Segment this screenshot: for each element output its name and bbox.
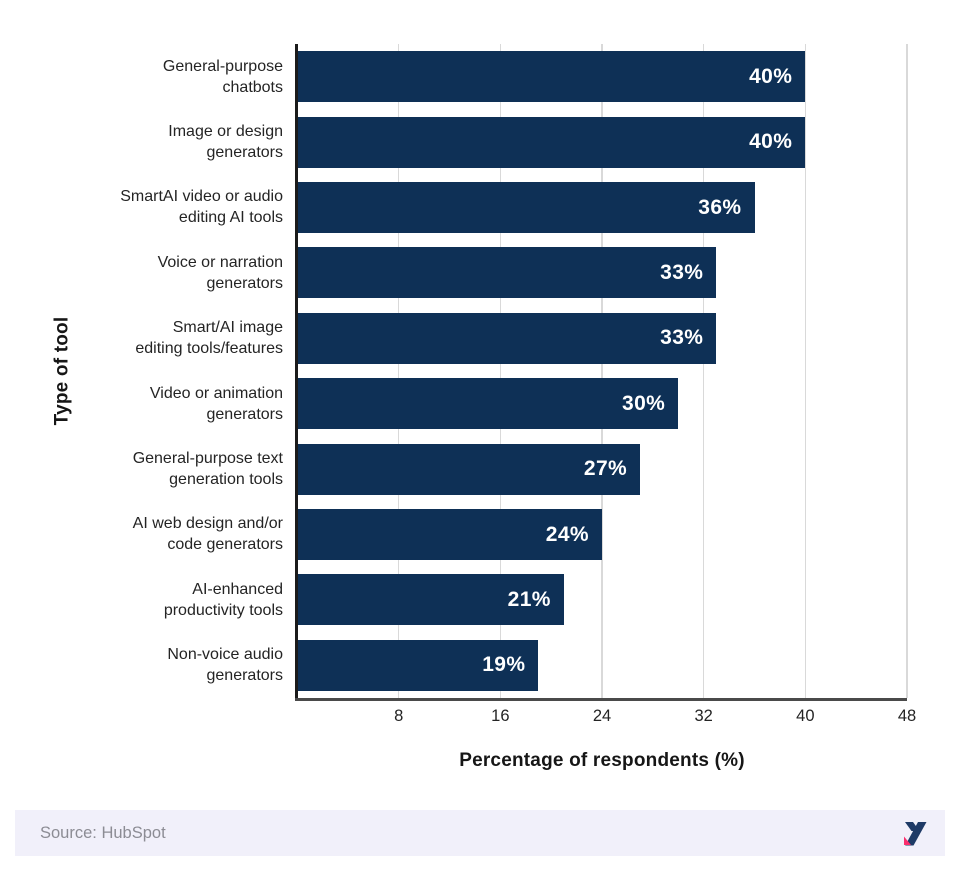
y-axis-line bbox=[295, 44, 298, 700]
x-tick-label-32: 32 bbox=[694, 707, 713, 725]
gridline-32 bbox=[702, 44, 705, 698]
bar-value-label: 40% bbox=[749, 64, 793, 88]
category-label: Image or design generators bbox=[168, 123, 283, 162]
category-label: General-purpose text generation tools bbox=[132, 450, 283, 489]
gridline-40 bbox=[804, 44, 807, 698]
category-label: AI-enhanced productivity tools bbox=[163, 580, 283, 619]
bar: 21% bbox=[297, 574, 564, 626]
bar-value-label: 36% bbox=[698, 195, 742, 219]
category-label: Smart/AI image editing tools/features bbox=[135, 319, 283, 358]
zebracat-logo-icon bbox=[904, 821, 927, 845]
x-tick-label-16: 16 bbox=[491, 707, 510, 725]
bar-value-label: 33% bbox=[660, 260, 704, 284]
bar: 36% bbox=[297, 182, 755, 233]
bar-value-label: 21% bbox=[507, 587, 551, 611]
bar: 19% bbox=[297, 639, 539, 691]
category-label: General-purpose chatbots bbox=[162, 57, 283, 96]
bar: 40% bbox=[297, 51, 806, 103]
plot-area: 40% 40% 36% 33% 33% 30% 27% 24% 21% 19% bbox=[297, 44, 908, 698]
bar-value-label: 40% bbox=[749, 130, 793, 154]
x-axis-title: Percentage of respondents (%) bbox=[459, 750, 745, 771]
gridline-24 bbox=[601, 44, 603, 698]
x-tick-label-24: 24 bbox=[592, 707, 612, 725]
bar: 30% bbox=[297, 378, 679, 430]
source-text: Source: HubSpot bbox=[40, 823, 166, 842]
bar-value-label: 33% bbox=[660, 326, 704, 350]
x-tick-label-40: 40 bbox=[796, 707, 815, 725]
category-label: Voice or narration generators bbox=[157, 253, 283, 292]
bar: 33% bbox=[297, 247, 717, 299]
bar: 40% bbox=[297, 116, 806, 168]
bar-value-label: 27% bbox=[583, 457, 628, 481]
category-label: AI web design and/or code generators bbox=[132, 515, 283, 554]
bar: 27% bbox=[297, 443, 641, 495]
bar: 24% bbox=[297, 509, 602, 560]
gridline-48 bbox=[906, 44, 908, 698]
category-label: Video or animation generators bbox=[149, 384, 283, 423]
x-axis-line bbox=[295, 698, 907, 701]
category-label: Non-voice audio generators bbox=[167, 646, 283, 685]
bar: 33% bbox=[297, 312, 717, 364]
bar-value-label: 19% bbox=[482, 653, 526, 677]
gridline-16 bbox=[499, 44, 502, 698]
x-tick-label-48: 48 bbox=[897, 707, 917, 725]
source-footer: Source: HubSpot bbox=[15, 810, 945, 856]
bar-value-label: 24% bbox=[545, 522, 589, 546]
x-tick-label-8: 8 bbox=[394, 707, 404, 725]
gridline-8 bbox=[397, 44, 400, 698]
bar-value-label: 30% bbox=[622, 391, 666, 415]
category-label: SmartAI video or audio editing AI tools bbox=[120, 188, 283, 227]
